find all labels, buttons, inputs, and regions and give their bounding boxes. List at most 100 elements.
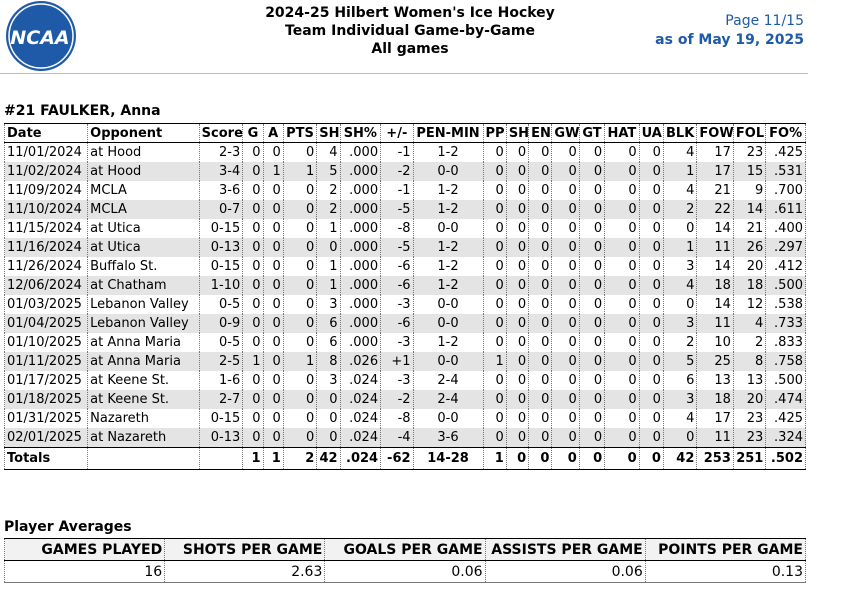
table-cell: -8 [380, 409, 414, 428]
table-cell: 0 [578, 352, 606, 371]
table-cell: 0 [551, 390, 580, 409]
table-cell: 0 [528, 428, 553, 448]
table-cell: 0 [551, 276, 580, 295]
table-cell: 0 [578, 333, 606, 352]
table-cell: 0 [578, 142, 606, 162]
totals-cell: 42 [662, 447, 698, 470]
column-header: Score [198, 123, 244, 143]
column-header: SH% [339, 123, 382, 143]
table-cell: 1-2 [412, 257, 484, 276]
table-cell: 1-6 [198, 371, 244, 390]
table-cell: 2 [662, 333, 698, 352]
table-header-row: Date Opponent Score G A PTS SH SH% +/- PEN-MIN PP S… [3, 123, 806, 143]
table-cell: 2 [732, 333, 767, 352]
table-cell: 0 [638, 333, 664, 352]
table-row: 11/02/2024 at Hood 3-4 0 1 1 5.000 -2 0-0 0 0 0 0 0 0 0… [3, 162, 806, 181]
table-cell: 0 [242, 314, 264, 333]
table-cell: 17 [696, 409, 734, 428]
table-cell: .500 [765, 371, 806, 390]
totals-cell: 0 [528, 447, 553, 470]
table-cell: 6 [662, 371, 698, 390]
totals-cell: 253 [696, 447, 734, 470]
table-cell: -6 [380, 314, 414, 333]
table-cell: 2-5 [198, 352, 244, 371]
table-cell: -2 [380, 390, 414, 409]
table-cell: 0 [282, 390, 318, 409]
table-cell: 0 [262, 390, 284, 409]
table-cell: 1-2 [412, 333, 484, 352]
totals-label: Totals [3, 447, 89, 470]
report-header: 2024-25 Hilbert Women's Ice Hockey Team … [200, 4, 620, 58]
table-cell: 3 [662, 390, 698, 409]
table-cell: at Anna Maria [87, 352, 200, 371]
table-cell: Lebanon Valley [87, 314, 200, 333]
table-cell: 0 [551, 352, 580, 371]
game-by-game-table: Date Opponent Score G A PTS SH SH% +/- PEN-MIN PP S… [3, 123, 806, 470]
table-cell: 0 [262, 371, 284, 390]
page-number: Page 11/15 [725, 13, 804, 29]
table-cell: 0 [482, 142, 507, 162]
table-cell: .758 [765, 352, 806, 371]
table-row: 02/01/2025 at Nazareth 0-13 0 0 0 0.024 -4 3-6 0 0… [3, 428, 806, 448]
table-row: 11/15/2024 at Utica 0-15 0 0 0 1.000 -8 0-0 0 0 0 0 0… [3, 219, 806, 238]
table-cell: 0 [242, 142, 264, 162]
table-cell: 0 [242, 181, 264, 200]
table-cell: 0 [578, 428, 606, 448]
table-cell: 21 [696, 181, 734, 200]
table-cell: 2 [316, 200, 341, 219]
column-header: G [242, 123, 264, 143]
table-cell: 0 [242, 200, 264, 219]
table-cell: .000 [339, 314, 382, 333]
column-header: A [262, 123, 284, 143]
table-cell: .000 [339, 181, 382, 200]
table-cell: 0 [638, 200, 664, 219]
table-cell: 0 [505, 181, 530, 200]
table-cell: -2 [380, 162, 414, 181]
table-cell: 0 [551, 181, 580, 200]
table-cell: 0-0 [412, 314, 484, 333]
table-cell: 1-10 [198, 276, 244, 295]
table-cell: .000 [339, 200, 382, 219]
table-cell: 11/15/2024 [3, 219, 89, 238]
column-header: HAT [604, 123, 640, 143]
table-cell: 0 [604, 333, 640, 352]
table-cell: .024 [339, 409, 382, 428]
table-row: 11/01/2024 at Hood 2-3 0 0 0 4.000 -1 1-2 0 0 0 0 0 0 0… [3, 142, 806, 162]
table-cell: 3 [316, 371, 341, 390]
table-cell: 0 [262, 200, 284, 219]
table-cell: 0 [482, 162, 507, 181]
report-meta: Page 11/15 as of May 19, 2025 [655, 12, 804, 50]
table-cell: 0 [528, 371, 553, 390]
table-cell: 0 [551, 200, 580, 219]
table-cell: 0 [242, 333, 264, 352]
table-row: 12/06/2024 at Chatham 1-10 0 0 0 1.000 -6 1-2 0 0 0… [3, 276, 806, 295]
table-cell: 0 [638, 238, 664, 257]
table-row: 01/04/2025 Lebanon Valley 0-9 0 0 0 6.000 -6 0-0… [3, 314, 806, 333]
table-cell: .297 [765, 238, 806, 257]
totals-cell: 0 [638, 447, 664, 470]
table-cell: at Hood [87, 142, 200, 162]
table-cell: 0 [505, 295, 530, 314]
table-cell: 0 [262, 181, 284, 200]
totals-cell: 1 [482, 447, 507, 470]
table-cell: 0 [638, 409, 664, 428]
table-cell: .412 [765, 257, 806, 276]
table-cell: 0 [528, 181, 553, 200]
averages-column-header: SHOTS PER GAME [164, 538, 326, 561]
table-cell: 0 [604, 257, 640, 276]
table-row: 01/11/2025 at Anna Maria 2-5 1 0 1 8.026 +1 0-0 1… [3, 352, 806, 371]
table-cell: 0-15 [198, 219, 244, 238]
table-cell: 6 [316, 314, 341, 333]
table-cell: 01/04/2025 [3, 314, 89, 333]
table-cell: 0-0 [412, 409, 484, 428]
totals-cell: 0 [604, 447, 640, 470]
table-row: 11/10/2024 MCLA 0-7 0 0 0 2.000 -5 1-2 0 0 0 0 0 0 0 2 22… [3, 200, 806, 219]
table-cell: 0 [528, 238, 553, 257]
table-row: 01/17/2025 at Keene St. 1-6 0 0 0 3.024 -3 2-4 0 0… [3, 371, 806, 390]
table-cell: -3 [380, 371, 414, 390]
table-cell: 1 [282, 352, 318, 371]
table-cell: .425 [765, 409, 806, 428]
table-cell: 0 [262, 352, 284, 371]
table-cell: 0-15 [198, 409, 244, 428]
table-cell: 0 [282, 181, 318, 200]
